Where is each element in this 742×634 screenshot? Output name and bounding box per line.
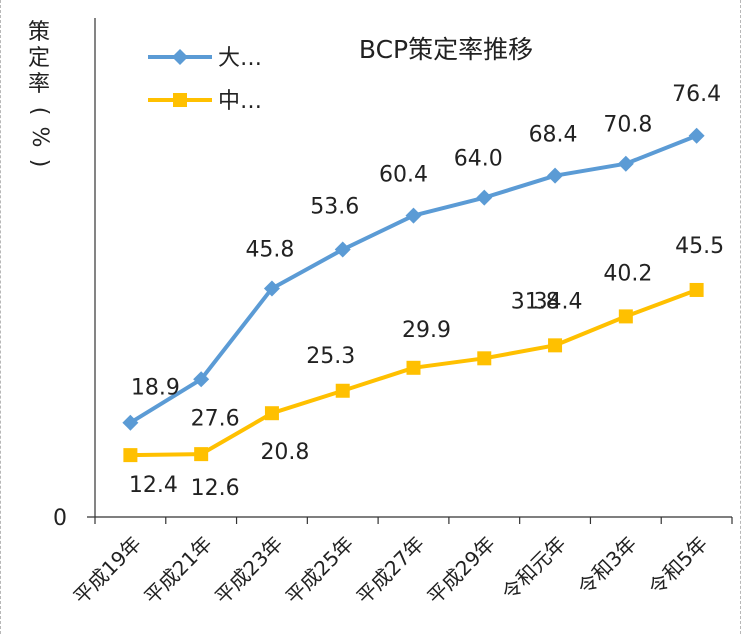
data-label: 70.8 (603, 113, 652, 138)
x-ticks (94, 517, 733, 524)
data-label: 20.8 (260, 440, 309, 465)
y-axis-label-char: 率 (27, 72, 50, 97)
data-point-square (689, 282, 704, 297)
legend: 大… 中… (148, 46, 262, 114)
legend-marker-diamond (172, 49, 188, 65)
data-point-square (548, 338, 563, 353)
data-point-diamond (476, 189, 493, 206)
legend-marker-square (173, 93, 187, 107)
left-border (0, 0, 1, 634)
data-point-diamond (193, 371, 210, 388)
x-tick-label: 平成23年 (210, 532, 287, 609)
data-label: 27.6 (191, 406, 240, 431)
x-tick-label: 平成27年 (352, 532, 429, 609)
chart-title: BCP策定率推移 (359, 35, 533, 64)
data-point-square (477, 351, 492, 366)
y-axis-label-char: 定 (27, 46, 50, 71)
data-label: 68.4 (529, 123, 578, 148)
right-border (740, 0, 741, 634)
legend-label: 大… (218, 46, 262, 71)
data-label: 76.4 (672, 82, 721, 107)
data-point-diamond (688, 127, 705, 144)
y-axis-label-char: 策 (27, 20, 50, 45)
data-point-square (264, 406, 279, 421)
data-point-diamond (334, 241, 351, 258)
data-label: 12.4 (129, 473, 178, 498)
x-tick-label: 平成21年 (139, 532, 216, 609)
data-label: 53.6 (310, 195, 359, 220)
x-tick-label: 令和5年 (644, 532, 712, 600)
data-label: 45.8 (245, 237, 294, 262)
x-tick-label: 平成19年 (69, 532, 146, 609)
data-point-square (123, 448, 138, 463)
y-tick-label: 0 (53, 506, 67, 531)
data-point-square (335, 383, 350, 398)
x-tick-label: 平成29年 (422, 532, 499, 609)
data-label: 45.5 (675, 234, 724, 259)
data-point-diamond (122, 414, 139, 431)
data-point-square (194, 447, 209, 462)
data-label: 18.9 (131, 376, 180, 401)
data-label: 60.4 (379, 163, 428, 188)
data-label: 12.6 (191, 476, 240, 501)
x-tick-label: 平成25年 (281, 532, 358, 609)
data-label: 40.2 (603, 261, 652, 286)
data-point-diamond (405, 207, 422, 224)
x-tick-label: 令和3年 (573, 532, 641, 600)
data-point-square (618, 309, 633, 324)
y-axis-label: 策定率(%) (26, 20, 52, 176)
data-point-square (406, 360, 421, 375)
data-point-diamond (263, 280, 280, 297)
data-label: 25.3 (306, 344, 355, 369)
legend-label: 中… (218, 89, 262, 114)
data-point-diamond (617, 155, 634, 172)
series-layer: 18.9 27.6 45.8 53.6 60.4 64.0 68.4 70.8 76.4 12.4… (122, 82, 724, 501)
data-label: 31.8 (511, 289, 560, 314)
x-tick-label: 令和元年 (497, 532, 571, 606)
data-label: 29.9 (402, 318, 451, 343)
data-label: 64.0 (454, 147, 503, 172)
data-label: 34.4 (534, 289, 583, 314)
data-point-diamond (547, 167, 564, 184)
y-ticks: 0 (53, 506, 67, 531)
